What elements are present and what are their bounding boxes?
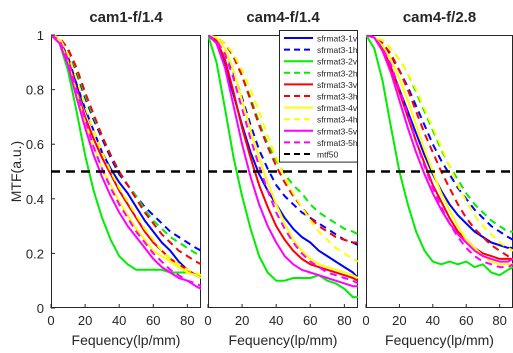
- y-tick-label: 1: [37, 28, 44, 43]
- x-tick-label: 40: [269, 313, 283, 328]
- y-tick-label: 0: [37, 301, 44, 316]
- legend-label-sfrmat3-2h: sfrmat3-2h: [317, 68, 358, 78]
- series-line-sfrmat3-1v: [51, 35, 201, 279]
- series-line-sfrmat3-5v: [366, 35, 513, 263]
- mtf-panel-2: 0 20 40 60 80 cam4-f/1.4 Fequency(lp/mm) sfrmat…: [204, 9, 358, 348]
- legend-label-sfrmat3-3h: sfrmat3-3h: [317, 92, 358, 102]
- series-line-sfrmat3-5h: [208, 35, 358, 285]
- series-line-sfrmat3-2v: [366, 35, 513, 277]
- legend-label-sfrmat3-4v: sfrmat3-4v: [317, 103, 358, 113]
- y-axis-label: MTF(a.u.): [8, 141, 24, 202]
- series-lines: [51, 35, 201, 290]
- mtf-panel-3: 0 20 40 60 80 cam4-f/2.8 Fequency(lp/mm): [362, 9, 513, 348]
- x-tick-label: 80: [180, 313, 194, 328]
- x-tick-label: 0: [204, 313, 211, 328]
- x-tick-label: 20: [235, 313, 249, 328]
- y-tick-label: 0.8: [26, 83, 44, 98]
- series-line-sfrmat3-5v: [51, 35, 201, 290]
- y-tick-label: 0.2: [26, 246, 44, 261]
- x-axis-label: Fequency(lp/mm): [72, 332, 181, 348]
- series-line-sfrmat3-3v: [208, 35, 358, 282]
- panel-title: cam1-f/1.4: [89, 9, 163, 26]
- series-line-sfrmat3-4h: [51, 35, 201, 277]
- x-axis-label: Fequency(lp/mm): [229, 332, 338, 348]
- series-line-sfrmat3-1h: [366, 35, 513, 241]
- x-tick-label: 60: [146, 313, 160, 328]
- panel-title: cam4-f/2.8: [403, 9, 476, 26]
- x-tick-label: 40: [426, 313, 440, 328]
- y-tick-label: 0.4: [26, 192, 44, 207]
- legend-label-sfrmat3-2v: sfrmat3-2v: [317, 57, 358, 67]
- legend-label-sfrmat3-5v: sfrmat3-5v: [317, 126, 358, 136]
- x-tick-label: 80: [492, 313, 506, 328]
- legend-label-sfrmat3-1h: sfrmat3-1h: [317, 45, 358, 55]
- series-line-sfrmat3-5h: [51, 35, 201, 288]
- series-line-sfrmat3-3v: [366, 35, 513, 260]
- x-tick-label: 0: [362, 313, 369, 328]
- series-line-sfrmat3-4v: [366, 35, 513, 266]
- series-line-sfrmat3-2v: [208, 35, 358, 299]
- x-axis-label: Fequency(lp/mm): [385, 332, 494, 348]
- series-line-sfrmat3-4h: [366, 35, 513, 252]
- series-line-sfrmat3-4h: [208, 35, 358, 263]
- series-lines: [366, 35, 513, 277]
- legend-label-sfrmat3-4h: sfrmat3-4h: [317, 115, 358, 125]
- y-tick-label: 0.6: [26, 137, 44, 152]
- x-tick-label: 60: [459, 313, 473, 328]
- legend-box: [279, 30, 358, 163]
- legend-label-sfrmat3-3v: sfrmat3-3v: [317, 80, 358, 90]
- series-line-sfrmat3-3h: [208, 35, 358, 244]
- x-tick-label: 80: [337, 313, 351, 328]
- series-line-sfrmat3-3h: [51, 35, 201, 266]
- legend-label-sfrmat3-5h: sfrmat3-5h: [317, 138, 358, 148]
- x-tick-label: 20: [78, 313, 92, 328]
- x-tick-label: 20: [392, 313, 406, 328]
- legend-label-mtf50: mtf50: [317, 150, 339, 160]
- x-tick-label: 40: [112, 313, 126, 328]
- mtf-panel-1: 0 20 40 60 80 0 0.2 0.4 0.6 0.8 1 cam1-f/1.4 Fequenc…: [8, 9, 201, 348]
- series-line-sfrmat3-2v: [51, 35, 201, 277]
- series-line-sfrmat3-5h: [366, 35, 513, 269]
- legend-label-sfrmat3-1v: sfrmat3-1v: [317, 34, 358, 44]
- series-line-sfrmat3-4v: [208, 35, 358, 279]
- series-line-sfrmat3-5v: [208, 35, 358, 288]
- x-tick-label: 60: [303, 313, 317, 328]
- x-tick-label: 0: [47, 313, 54, 328]
- panel-title: cam4-f/1.4: [246, 9, 320, 26]
- series-lines: [208, 35, 358, 299]
